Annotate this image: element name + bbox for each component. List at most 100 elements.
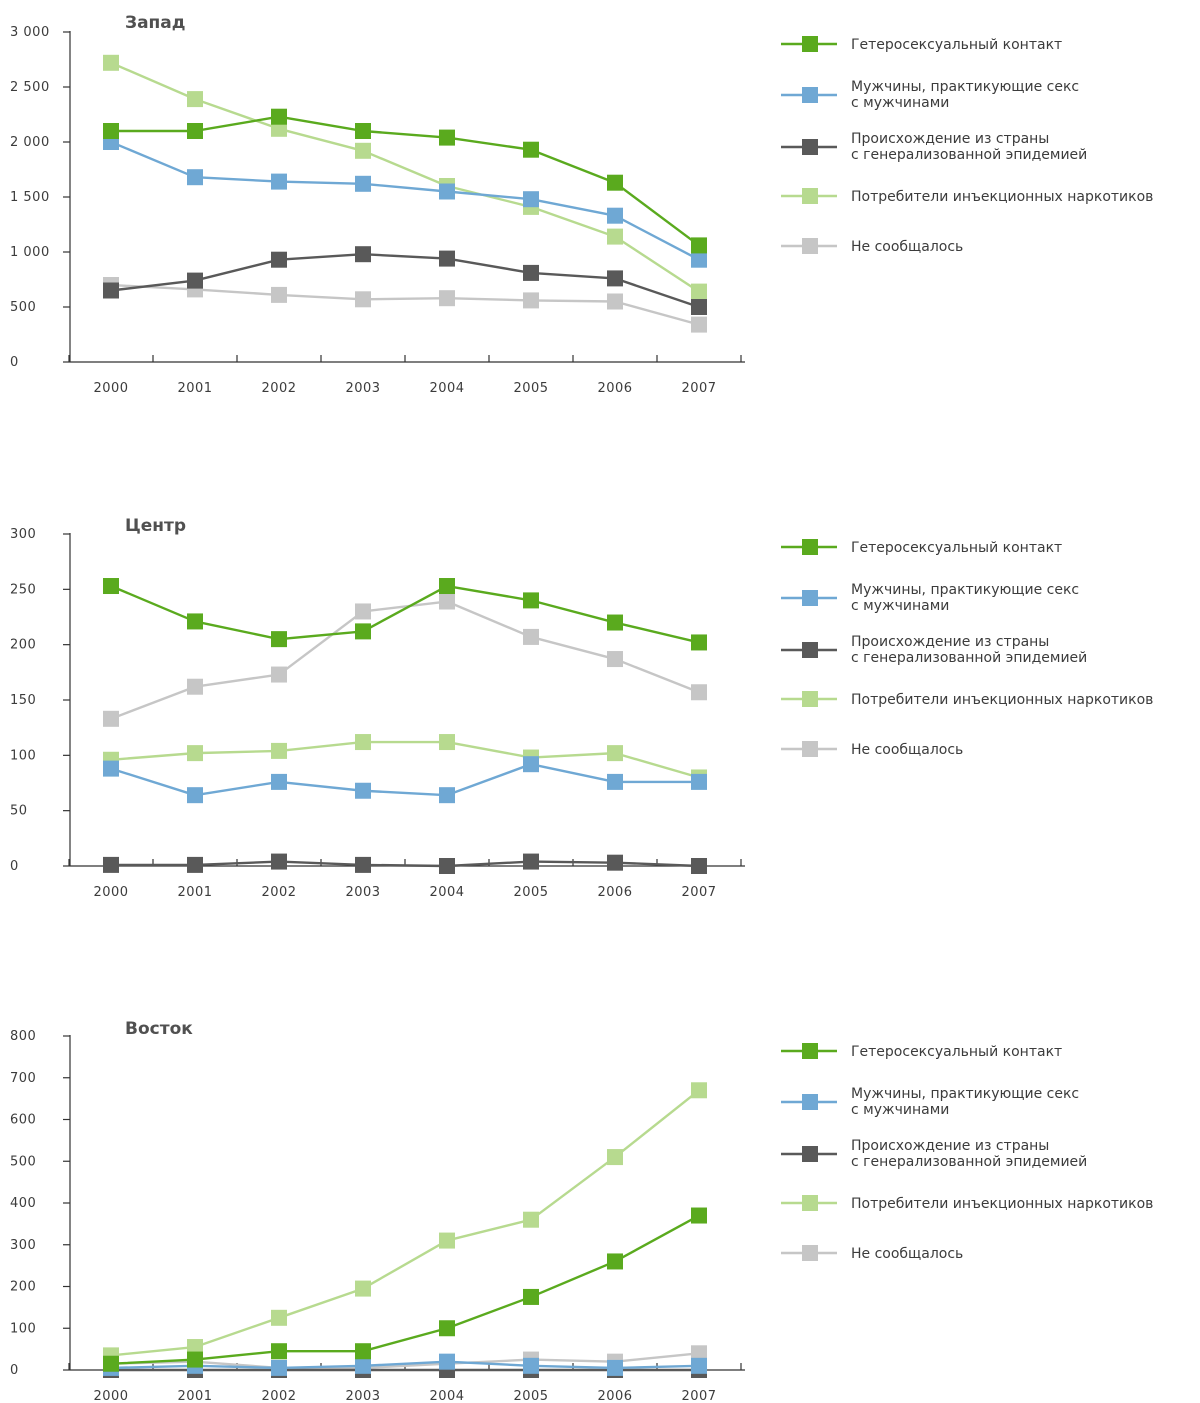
legend-item: Не сообщалось (781, 238, 963, 255)
series-line (111, 860, 700, 868)
y-tick-label: 500 (10, 300, 36, 315)
data-point-marker (271, 853, 287, 870)
data-point-marker (271, 666, 287, 683)
data-point-marker (187, 787, 203, 804)
data-point-marker (355, 603, 371, 620)
series-line (111, 115, 700, 247)
chart-panel-2: Восток 0 100 200 300 400 500 600 700 800 2000 2001 2… (10, 1019, 1153, 1403)
data-point-marker (607, 854, 623, 871)
data-point-marker (691, 634, 707, 651)
legend-marker (802, 1146, 818, 1162)
legend-label: Происхождение из страны (851, 1138, 1049, 1154)
y-tick-label: 100 (10, 748, 36, 763)
x-tick-label: 2003 (345, 885, 380, 900)
legend-label: Потребители инъекционных наркотиков (851, 189, 1153, 205)
data-point-marker (103, 54, 119, 71)
data-point-marker (691, 1082, 707, 1099)
data-point-marker (355, 1357, 371, 1374)
data-point-marker (271, 631, 287, 648)
chart-title: Восток (125, 1019, 193, 1039)
legend-marker (802, 642, 818, 658)
legend-item: Потребители инъекционных наркотиков (781, 188, 1153, 205)
data-point-marker (355, 782, 371, 799)
data-point-marker (355, 1280, 371, 1297)
data-point-marker (271, 1309, 287, 1326)
data-point-marker (187, 745, 203, 762)
data-point-marker (187, 91, 203, 108)
series-line (110, 1360, 700, 1370)
data-point-marker (523, 264, 539, 281)
legend-label-line2: с генерализованной эпидемией (851, 147, 1087, 163)
legend-marker (802, 139, 818, 155)
data-point-marker (271, 108, 287, 125)
data-point-marker (691, 1357, 707, 1374)
legend-marker (802, 691, 818, 707)
data-point-marker (355, 142, 371, 159)
legend-label: Мужчины, практикующие секс (851, 582, 1079, 598)
x-tick-label: 2006 (597, 885, 632, 900)
data-point-marker (271, 120, 287, 137)
x-tick-label: 2006 (597, 381, 632, 396)
x-tick-label: 2002 (261, 885, 296, 900)
legend-label-line2: с мужчинами (851, 1102, 949, 1118)
y-tick-label: 300 (10, 527, 36, 542)
data-point-marker (607, 207, 623, 224)
data-point-marker (187, 272, 203, 289)
legend: Гетеросексуальный контакт Мужчины, практи… (781, 1043, 1153, 1262)
data-point-marker (607, 228, 623, 245)
data-point-marker (355, 123, 371, 139)
data-point-marker (439, 129, 455, 146)
y-tick-label: 600 (10, 1113, 36, 1128)
data-point-marker (187, 678, 203, 695)
y-tick-label: 150 (10, 693, 36, 708)
data-point-marker (271, 251, 287, 268)
data-point-marker (187, 613, 203, 630)
series-line (110, 600, 700, 720)
x-tick-label: 2004 (429, 885, 464, 900)
series-line (110, 252, 700, 309)
data-point-marker (187, 1339, 203, 1356)
legend-marker (802, 1195, 818, 1211)
x-tick-label: 2007 (681, 381, 716, 396)
x-tick-label: 2003 (345, 381, 380, 396)
x-tick-label: 2001 (177, 1389, 212, 1403)
data-point-marker (439, 1320, 455, 1337)
series-line (110, 283, 700, 326)
data-point-marker (691, 858, 707, 874)
x-tick-label: 2001 (177, 885, 212, 900)
data-point-marker (103, 282, 119, 299)
data-point-marker (523, 191, 539, 208)
data-point-marker (607, 293, 623, 310)
legend-label: Не сообщалось (851, 239, 963, 255)
data-point-marker (523, 1357, 539, 1374)
data-point-marker (187, 856, 203, 873)
y-tick-label: 0 (10, 355, 19, 370)
series-line (110, 584, 700, 644)
legend-marker (802, 238, 818, 254)
legend-label: Мужчины, практикующие секс (851, 79, 1079, 95)
data-point-marker (439, 183, 455, 200)
x-tick-label: 2000 (93, 885, 128, 900)
y-tick-label: 500 (10, 1154, 36, 1169)
data-point-marker (691, 773, 707, 790)
legend-label: Гетеросексуальный контакт (851, 37, 1062, 53)
data-point-marker (523, 1211, 539, 1228)
legend-label: Мужчины, практикующие секс (851, 1086, 1079, 1102)
data-point-marker (103, 856, 119, 873)
legend-label: Гетеросексуальный контакт (851, 540, 1062, 556)
data-point-marker (691, 316, 707, 333)
y-tick-label: 2 000 (10, 135, 50, 150)
legend-marker (802, 87, 818, 103)
series-line (110, 762, 699, 797)
legend-label: Потребители инъекционных наркотиков (851, 692, 1153, 708)
data-point-marker (607, 270, 623, 287)
y-tick-label: 100 (10, 1321, 36, 1336)
legend-marker (802, 1043, 818, 1059)
x-tick-label: 2000 (93, 1389, 128, 1403)
data-point-marker (271, 742, 287, 759)
data-point-marker (271, 286, 287, 303)
